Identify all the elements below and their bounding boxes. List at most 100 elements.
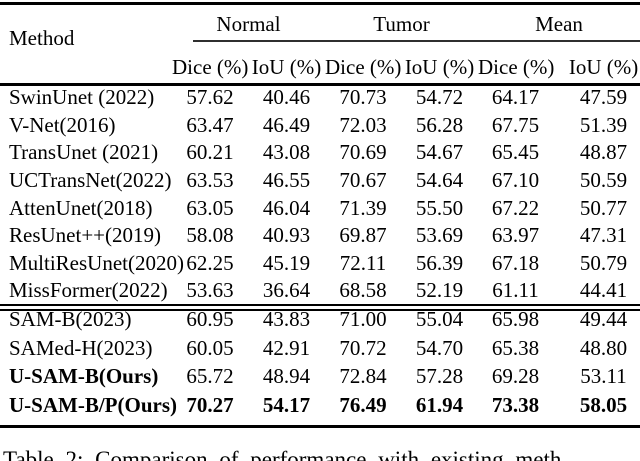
group-header-mean: Mean	[535, 12, 583, 36]
value-cell: 60.95	[186, 307, 234, 331]
col-header-iou-normal: IoU (%)	[251, 55, 322, 79]
table-row: SAMed-H(2023) 60.05 42.91 70.72 54.70 65.38 48…	[0, 334, 640, 363]
header-body-rule	[0, 83, 640, 86]
results-table: Method Normal Tumor Mean Dice (%) IoU (%…	[0, 8, 640, 419]
value-cell: 49.44	[579, 307, 628, 331]
value-cell: 70.73	[339, 85, 387, 109]
value-cell: 45.19	[262, 250, 311, 275]
method-column-header: Method	[9, 26, 75, 50]
table-row: U-SAM-B/P(Ours) 70.27 54.17 76.49 61.94 73.38…	[0, 391, 640, 420]
table-row: ResUnet++(2019) 58.08 40.93 69.87 53.69 63.97…	[0, 222, 640, 250]
col-header-iou-tumor: IoU (%)	[404, 55, 475, 79]
value-cell: 76.49	[339, 392, 387, 417]
method-cell: U-SAM-B(Ours)	[9, 364, 159, 388]
col-header-dice-mean: Dice (%)	[478, 55, 555, 79]
method-cell: AttenUnet(2018)	[9, 195, 153, 220]
value-cell: 57.28	[415, 364, 464, 388]
value-cell: 48.94	[262, 364, 311, 388]
value-cell: 65.38	[491, 335, 540, 360]
value-cell: 50.79	[579, 250, 628, 275]
value-cell: 46.55	[262, 167, 311, 192]
value-cell: 69.28	[491, 364, 540, 388]
value-cell: 52.19	[415, 278, 464, 303]
table-row: MissFormer(2022) 53.63 36.64 68.58 52.19 61.1…	[0, 277, 640, 305]
value-cell: 70.72	[339, 335, 387, 360]
table-row: MultiResUnet(2020) 62.25 45.19 72.11 56.39 67…	[0, 250, 640, 278]
value-cell: 55.04	[415, 307, 464, 331]
table-caption: Table 2: Comparison of performance with …	[3, 447, 562, 461]
top-rule	[0, 2, 640, 5]
value-cell: 58.08	[186, 223, 234, 248]
value-cell: 72.11	[339, 250, 387, 275]
value-cell: 69.87	[339, 223, 387, 248]
value-cell: 54.17	[262, 392, 311, 417]
value-cell: 47.59	[579, 85, 628, 109]
value-cell: 61.94	[415, 392, 464, 417]
value-cell: 63.05	[186, 195, 234, 220]
value-cell: 54.70	[415, 335, 464, 360]
table-row: AttenUnet(2018) 63.05 46.04 71.39 55.50 67.22…	[0, 195, 640, 223]
value-cell: 55.50	[415, 195, 464, 220]
method-cell: SwinUnet (2022)	[9, 85, 155, 109]
value-cell: 56.39	[415, 250, 464, 275]
value-cell: 47.31	[579, 223, 628, 248]
value-cell: 71.00	[339, 307, 387, 331]
value-cell: 54.67	[415, 140, 464, 165]
value-cell: 72.84	[339, 364, 387, 388]
value-cell: 44.41	[579, 278, 628, 303]
col-header-iou-mean: IoU (%)	[568, 55, 639, 79]
table-row: SwinUnet (2022) 57.62 40.46 70.73 54.72 64.17…	[0, 84, 640, 112]
method-cell: SAMed-H(2023)	[9, 335, 153, 360]
table-body: SwinUnet (2022) 57.62 40.46 70.73 54.72 64.17…	[0, 84, 640, 419]
value-cell: 63.53	[186, 167, 234, 192]
value-cell: 67.22	[491, 195, 540, 220]
value-cell: 70.27	[186, 392, 234, 417]
value-cell: 63.47	[186, 112, 234, 137]
table-row: U-SAM-B(Ours) 65.72 48.94 72.84 57.28 69.28 53…	[0, 362, 640, 391]
value-cell: 53.11	[580, 364, 627, 388]
value-cell: 56.28	[415, 112, 464, 137]
value-cell: 54.64	[415, 167, 464, 192]
table-row: SAM-B(2023) 60.95 43.83 71.00 55.04 65.98 49.4…	[0, 305, 640, 334]
value-cell: 46.49	[262, 112, 311, 137]
value-cell: 67.75	[491, 112, 540, 137]
value-cell: 61.11	[492, 278, 539, 303]
value-cell: 65.45	[491, 140, 540, 165]
value-cell: 53.69	[415, 223, 464, 248]
value-cell: 40.46	[262, 85, 311, 109]
value-cell: 70.69	[339, 140, 387, 165]
value-cell: 43.83	[262, 307, 311, 331]
value-cell: 58.05	[579, 392, 628, 417]
value-cell: 60.21	[186, 140, 234, 165]
table-row: TransUnet (2021) 60.21 43.08 70.69 54.67 65.4…	[0, 139, 640, 167]
value-cell: 62.25	[186, 250, 234, 275]
table-row: UCTransNet(2022) 63.53 46.55 70.67 54.64 67.1…	[0, 167, 640, 195]
col-header-dice-normal: Dice (%)	[172, 55, 249, 79]
group-header-tumor: Tumor	[373, 12, 430, 36]
group-header-rule	[193, 40, 640, 42]
value-cell: 71.39	[339, 195, 387, 220]
method-cell: TransUnet (2021)	[9, 140, 159, 165]
value-cell: 42.91	[262, 335, 311, 360]
value-cell: 40.93	[262, 223, 311, 248]
value-cell: 65.98	[491, 307, 540, 331]
table-row: V-Net(2016) 63.47 46.49 72.03 56.28 67.75 51.3…	[0, 112, 640, 140]
method-cell: MultiResUnet(2020)	[9, 250, 184, 275]
method-cell: ResUnet++(2019)	[9, 223, 161, 248]
method-cell: U-SAM-B/P(Ours)	[9, 392, 177, 417]
group-header-row: Method Normal Tumor Mean	[0, 8, 640, 50]
value-cell: 67.10	[491, 167, 540, 192]
method-cell: V-Net(2016)	[9, 112, 116, 137]
value-cell: 36.64	[262, 278, 311, 303]
group-header-normal: Normal	[216, 12, 281, 36]
sub-header-row: Dice (%) IoU (%) Dice (%) IoU (%) Dice (…	[0, 41, 640, 84]
method-cell: SAM-B(2023)	[9, 307, 132, 331]
bottom-rule	[0, 425, 640, 428]
section-divider-rule	[0, 308, 640, 311]
value-cell: 65.72	[186, 364, 234, 388]
section-divider-rule	[0, 304, 640, 306]
value-cell: 57.62	[186, 85, 234, 109]
value-cell: 68.58	[339, 278, 387, 303]
value-cell: 64.17	[491, 85, 540, 109]
